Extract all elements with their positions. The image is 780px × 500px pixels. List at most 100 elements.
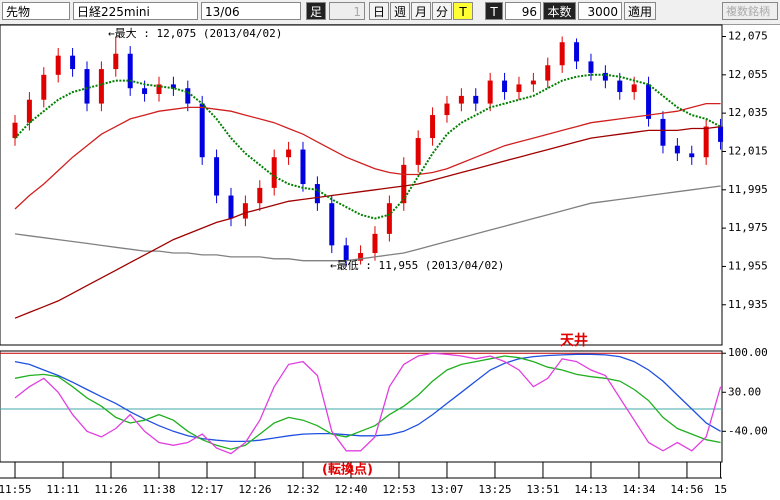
x-tick-label: 14:34 — [622, 483, 655, 496]
x-tick-label: 15 — [714, 483, 727, 496]
candle-body — [300, 149, 306, 185]
candle-body — [26, 99, 32, 123]
t-label: T — [485, 2, 503, 20]
candle-body — [545, 65, 551, 81]
candle-body — [55, 55, 61, 75]
candle-body — [156, 84, 162, 94]
month-select[interactable]: 13/06 — [201, 2, 301, 20]
candle-body — [674, 145, 680, 154]
candle-body — [401, 164, 407, 204]
candle-body — [127, 53, 133, 89]
toolbar: 先物 日経225mini 13/06 足 1 日 週 月 分 T T 96 本数… — [0, 0, 780, 25]
candle-body — [271, 157, 277, 188]
series-line — [14, 355, 721, 450]
candle-body — [574, 42, 580, 62]
candle-body — [415, 138, 421, 165]
candle-body — [199, 103, 205, 158]
candle-body — [617, 80, 623, 93]
candle-body — [286, 149, 292, 158]
x-tick-label: 13:07 — [430, 483, 463, 496]
candle-body — [84, 69, 90, 104]
bar-label: 足 — [306, 2, 326, 20]
x-tick-label: 13:51 — [526, 483, 559, 496]
month-button[interactable]: 月 — [411, 2, 431, 20]
candle-body — [646, 84, 652, 119]
candle-body — [70, 55, 76, 70]
plot-frame — [0, 350, 723, 463]
candle-body — [473, 95, 479, 104]
candle-body — [358, 253, 364, 261]
series-line — [14, 353, 721, 443]
candle-body — [487, 80, 493, 104]
y-tick-label: 12,055 — [728, 68, 768, 81]
candle-body — [703, 126, 709, 158]
y-tick-label: 30.00 — [728, 385, 761, 398]
count-input[interactable]: 3000 — [578, 2, 622, 20]
candle-body — [170, 84, 176, 89]
series-line — [14, 185, 721, 262]
x-tick-label: 11:26 — [94, 483, 127, 496]
annotation-turn: (転換点) — [322, 462, 373, 478]
plot-frame — [0, 24, 723, 346]
tick-button[interactable]: T — [453, 2, 473, 20]
apply-button[interactable]: 適用 — [624, 2, 656, 20]
candle-body — [12, 122, 18, 139]
candle-body — [530, 80, 536, 85]
candle-body — [343, 245, 349, 261]
week-button[interactable]: 週 — [390, 2, 410, 20]
y-tick-label: 11,975 — [728, 221, 768, 234]
candle-body — [98, 69, 104, 104]
y-tick-label: 12,075 — [728, 29, 768, 42]
candle-body — [631, 84, 637, 93]
candle-body — [142, 88, 148, 94]
x-tick-label: 11:38 — [142, 483, 175, 496]
annotation-max: ←最大 : 12,075 (2013/04/02) — [108, 26, 282, 40]
count-label: 本数 — [543, 2, 576, 20]
candle-body — [559, 42, 565, 66]
candle-body — [444, 103, 450, 116]
multi-button[interactable]: 複数銘柄 — [722, 2, 778, 20]
x-tick-label: 12:32 — [286, 483, 319, 496]
y-tick-label: 100.00 — [728, 346, 768, 359]
candle-body — [113, 53, 119, 70]
candle-body — [257, 187, 263, 204]
y-tick-label: 11,935 — [728, 298, 768, 311]
candle-body — [386, 203, 392, 234]
minute-button[interactable]: 分 — [432, 2, 452, 20]
x-tick-label: 11:55 — [0, 483, 32, 496]
t-input[interactable]: 96 — [505, 2, 541, 20]
candle-body — [228, 195, 234, 219]
x-tick-label: 12:40 — [334, 483, 367, 496]
candle-body — [185, 88, 191, 104]
x-tick-label: 12:17 — [190, 483, 223, 496]
candle-body — [689, 153, 695, 158]
y-tick-label: -40.00 — [728, 424, 768, 437]
annotation-min: ←最低 : 11,955 (2013/04/02) — [330, 259, 504, 272]
candle-body — [430, 115, 436, 139]
series-line — [14, 102, 721, 210]
day-button[interactable]: 日 — [369, 2, 389, 20]
y-tick-label: 11,955 — [728, 259, 768, 272]
bar-input[interactable]: 1 — [329, 2, 365, 20]
candle-body — [329, 203, 335, 246]
x-tick-label: 13:25 — [478, 483, 511, 496]
x-tick-label: 11:11 — [46, 483, 79, 496]
candle-body — [242, 203, 248, 219]
x-tick-label: 14:56 — [670, 483, 703, 496]
market-select[interactable]: 先物 — [2, 2, 70, 20]
candle-body — [372, 233, 378, 254]
candle-body — [41, 74, 47, 100]
series-line — [14, 352, 722, 455]
candle-body — [516, 84, 522, 93]
series-line — [14, 73, 722, 220]
symbol-select[interactable]: 日経225mini — [73, 2, 198, 20]
x-tick-label: 14:13 — [574, 483, 607, 496]
y-tick-label: 11,995 — [728, 183, 768, 196]
series-line — [14, 125, 721, 319]
annotation-top: 天井 — [560, 332, 588, 349]
y-tick-label: 12,015 — [728, 144, 768, 157]
candle-body — [660, 118, 666, 146]
candle-body — [458, 95, 464, 104]
